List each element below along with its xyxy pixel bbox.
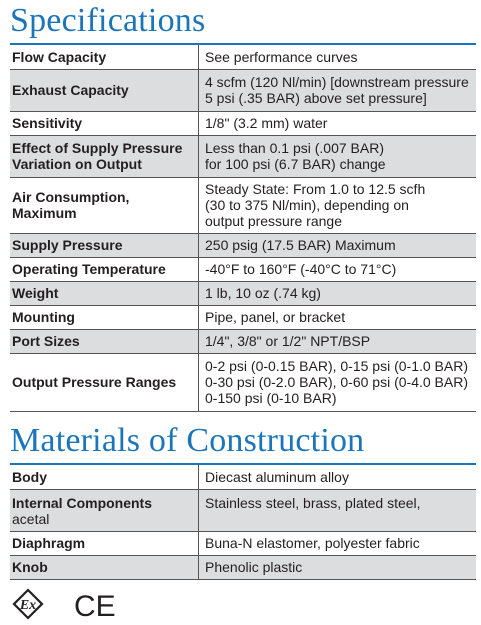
spec-value: 1 lb, 10 oz (.74 kg) bbox=[198, 281, 476, 306]
materials-table: Body Diecast aluminum alloy Internal Com… bbox=[10, 465, 476, 580]
spec-row-air-consumption: Air Consumption, Maximum Steady State: Fr… bbox=[10, 177, 476, 234]
spec-value: See performance curves bbox=[198, 45, 476, 70]
material-label: Knob bbox=[10, 555, 199, 580]
spec-label: Mounting bbox=[10, 305, 199, 330]
certification-marks-svg: Ex CE bbox=[12, 588, 116, 623]
material-value: Buna-N elastomer, polyester fabric bbox=[198, 531, 476, 556]
spec-label: Operating Temperature bbox=[10, 257, 199, 282]
spec-value: 4 scfm (120 Nl/min) [downstream pressure… bbox=[198, 69, 476, 112]
materials-rule bbox=[10, 463, 476, 465]
material-row-diaphragm: Diaphragm Buna-N elastomer, polyester fa… bbox=[10, 531, 476, 556]
specifications-title: Specifications bbox=[10, 2, 206, 39]
spec-row-operating-temperature: Operating Temperature -40°F to 160°F (-4… bbox=[10, 257, 476, 282]
specifications-table: Flow Capacity See performance curves Exh… bbox=[10, 45, 476, 412]
spec-label: Weight bbox=[10, 281, 199, 306]
spec-label: Effect of Supply Pressure Variation on Ou… bbox=[10, 135, 199, 178]
spec-value: Pipe, panel, or bracket bbox=[198, 305, 476, 330]
svg-text:Ex: Ex bbox=[19, 598, 36, 613]
ce-mark-icon: CE bbox=[74, 590, 116, 623]
spec-row-weight: Weight 1 lb, 10 oz (.74 kg) bbox=[10, 281, 476, 306]
material-label: Body bbox=[10, 465, 199, 490]
certification-marks: Ex CE bbox=[12, 588, 132, 623]
materials-title: Materials of Construction bbox=[10, 422, 365, 459]
svg-text:CE: CE bbox=[74, 590, 116, 620]
spec-label: Output Pressure Ranges bbox=[10, 353, 199, 412]
specifications-rule bbox=[10, 43, 476, 45]
material-value: Stainless steel, brass, plated steel, bbox=[198, 489, 476, 532]
atex-ex-icon: Ex bbox=[12, 588, 44, 620]
material-value: Diecast aluminum alloy bbox=[198, 465, 476, 490]
spec-row-supply-pressure: Supply Pressure 250 psig (17.5 BAR) Maxi… bbox=[10, 233, 476, 258]
spec-value: -40°F to 160°F (-40°C to 71°C) bbox=[198, 257, 476, 282]
spec-value: 250 psig (17.5 BAR) Maximum bbox=[198, 233, 476, 258]
spec-row-sensitivity: Sensitivity 1/8" (3.2 mm) water bbox=[10, 111, 476, 136]
spec-row-output-pressure-ranges: Output Pressure Ranges 0-2 psi (0-0.15 B… bbox=[10, 353, 476, 412]
material-value: Phenolic plastic bbox=[198, 555, 476, 580]
spec-label: Sensitivity bbox=[10, 111, 199, 136]
material-row-knob: Knob Phenolic plastic bbox=[10, 555, 476, 580]
spec-label: Exhaust Capacity bbox=[10, 69, 199, 112]
spec-label: Port Sizes bbox=[10, 329, 199, 354]
spec-row-supply-pressure-effect: Effect of Supply Pressure Variation on Ou… bbox=[10, 135, 476, 178]
spec-label: Supply Pressure bbox=[10, 233, 199, 258]
spec-label: Air Consumption, Maximum bbox=[10, 177, 199, 234]
spec-value: Less than 0.1 psi (.007 BAR) for 100 psi … bbox=[198, 135, 476, 178]
material-row-body: Body Diecast aluminum alloy bbox=[10, 465, 476, 490]
material-label: Diaphragm bbox=[10, 531, 199, 556]
spec-row-port-sizes: Port Sizes 1/4", 3/8" or 1/2" NPT/BSP bbox=[10, 329, 476, 354]
material-row-internal-components: Internal Components acetal Stainless stee… bbox=[10, 489, 476, 532]
spec-value: 0-2 psi (0-0.15 BAR), 0-15 psi (0-1.0 BA… bbox=[198, 353, 476, 412]
spec-value: 1/4", 3/8" or 1/2" NPT/BSP bbox=[198, 329, 476, 354]
spec-row-mounting: Mounting Pipe, panel, or bracket bbox=[10, 305, 476, 330]
spec-value: 1/8" (3.2 mm) water bbox=[198, 111, 476, 136]
material-label: Internal Components acetal bbox=[10, 489, 199, 532]
spec-row-exhaust-capacity: Exhaust Capacity 4 scfm (120 Nl/min) [do… bbox=[10, 69, 476, 112]
spec-label: Flow Capacity bbox=[10, 45, 199, 70]
spec-value: Steady State: From 1.0 to 12.5 scfh (30 t… bbox=[198, 177, 476, 234]
spec-row-flow-capacity: Flow Capacity See performance curves bbox=[10, 45, 476, 70]
